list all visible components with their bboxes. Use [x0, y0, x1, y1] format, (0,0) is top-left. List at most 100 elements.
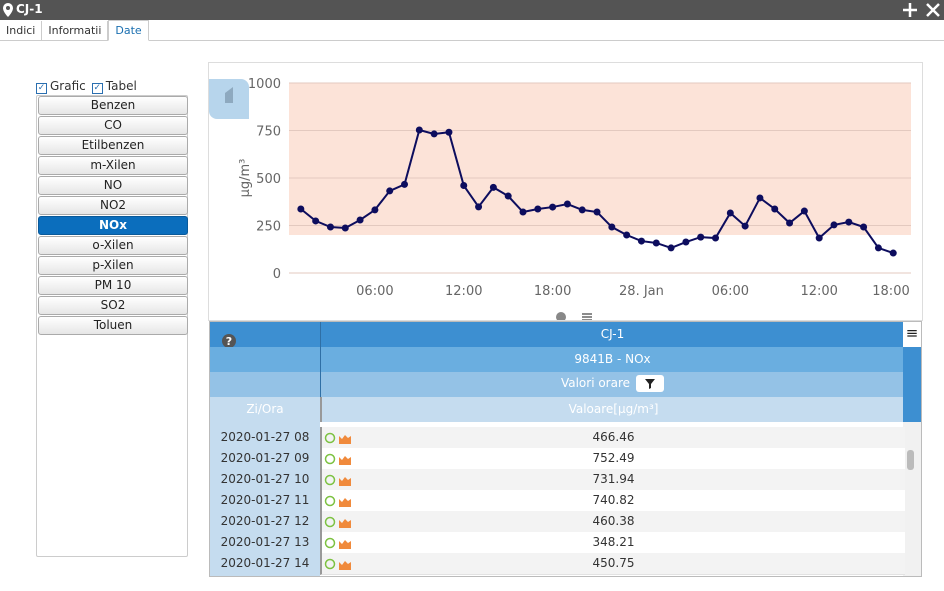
data-point [889, 249, 897, 257]
y-axis-label: µg/m³ [238, 159, 253, 198]
table-row: 752.49 [320, 448, 905, 470]
data-point [578, 206, 586, 214]
table-title: CJ-1 [320, 322, 904, 347]
filter-button[interactable] [636, 375, 665, 392]
scrollbar[interactable] [903, 422, 921, 576]
export-icon [225, 87, 233, 103]
tab[interactable]: Date [108, 20, 149, 41]
row-value: 466.46 [592, 430, 635, 444]
row-date: 2020-01-27 09 [220, 451, 310, 465]
tab[interactable]: Informatii [42, 21, 109, 40]
title-bar: CJ-1 [0, 0, 944, 20]
column-header: Valoare[µg/m³] [320, 397, 905, 422]
data-point [386, 187, 394, 195]
y-tick-label: 1000 [248, 77, 281, 92]
pollutant-button[interactable]: PM 10 [38, 276, 188, 295]
row-date: 2020-01-27 13 [220, 535, 310, 549]
data-point [489, 183, 497, 191]
row-icons[interactable] [324, 490, 356, 511]
tab[interactable]: Indici [0, 21, 43, 40]
data-point [830, 221, 838, 229]
date-column-bg [210, 422, 320, 576]
row-value: 460.38 [592, 514, 635, 528]
data-point [697, 233, 705, 241]
y-tick-label: 750 [256, 125, 281, 140]
chart: µg/m³ 0 250 500 750 1000 06:00 12:00 18:00 28. J… [209, 77, 911, 322]
data-point [341, 224, 349, 232]
data-point [712, 234, 720, 242]
data-point [593, 208, 601, 216]
pollutant-button[interactable]: CO [38, 116, 188, 135]
table-subtitle: 9841B - NOx [320, 347, 904, 372]
data-point [519, 208, 527, 216]
y-tick-label: 0 [273, 267, 281, 282]
data-point [475, 203, 483, 211]
data-point [297, 205, 305, 213]
data-point [667, 244, 675, 252]
data-point [815, 234, 823, 242]
table-menu[interactable]: ≡ [903, 322, 921, 347]
data-point [549, 203, 557, 211]
pollutant-button[interactable]: NO2 [38, 196, 188, 215]
data-point [371, 206, 379, 214]
data-point [415, 126, 423, 134]
pollutant-button[interactable]: NOx [38, 216, 188, 235]
data-table: ? CJ-1 9841B - NOx Valori orare Zi/Ora V… [209, 321, 922, 577]
data-point [623, 231, 631, 239]
row-value: 740.82 [592, 493, 635, 507]
pollutant-button[interactable]: NO [38, 176, 188, 195]
pollutant-button[interactable]: Benzen [38, 96, 188, 115]
data-point [741, 222, 749, 230]
table-row: 731.94 [320, 469, 905, 491]
x-tick-label: 28. Jan [619, 284, 664, 299]
checkbox-checked[interactable]: ✓ [91, 83, 103, 94]
row-date: 2020-01-27 12 [220, 514, 310, 528]
data-point [504, 192, 512, 200]
row-value: 450.75 [592, 556, 635, 570]
row-icons[interactable] [324, 427, 356, 448]
data-point [682, 238, 690, 246]
checkbox-checked[interactable]: ✓ [36, 83, 47, 94]
row-icons[interactable] [324, 469, 356, 490]
collapse-icon[interactable] [556, 312, 566, 322]
column-header: Zi/Ora [210, 397, 320, 422]
pollutant-button[interactable]: p-Xilen [38, 256, 188, 275]
menu-icon[interactable] [582, 313, 592, 321]
row-date: 2020-01-27 10 [220, 472, 310, 486]
x-tick-label: 12:00 [445, 284, 482, 299]
data-point [860, 223, 868, 231]
data-point [652, 239, 660, 247]
row-icons[interactable] [324, 511, 356, 532]
table-row: 450.75 [320, 553, 905, 575]
data-point [786, 219, 794, 227]
pollutant-button[interactable]: m-Xilen [38, 156, 188, 175]
help-cell: ? [210, 322, 320, 350]
pollutant-button[interactable]: SO2 [38, 296, 188, 315]
caption-cell: Valori orare [320, 372, 904, 397]
view-options: ✓ Grafic ✓ Tabel [36, 79, 143, 95]
table-row: 466.46 [320, 427, 905, 449]
row-icons[interactable] [324, 532, 356, 553]
row-value: 348.21 [592, 535, 635, 549]
x-tick-label: 12:00 [800, 284, 837, 299]
row-icons[interactable] [324, 448, 356, 469]
chart-panel: µg/m³ 0 250 500 750 1000 06:00 12:00 18:00 28. J… [208, 62, 923, 322]
data-point [874, 244, 882, 252]
y-tick-label: 250 [256, 220, 281, 235]
checkbox-option[interactable]: ✓ Tabel [91, 79, 137, 94]
window-title: CJ-1 [16, 2, 43, 16]
pollutant-button[interactable]: Toluen [38, 316, 188, 335]
pollutant-button[interactable]: Etilbenzen [38, 136, 188, 155]
table-row: 460.38 [320, 511, 905, 533]
pollutant-button[interactable]: o-Xilen [38, 236, 188, 255]
row-icons[interactable] [324, 553, 356, 574]
data-point [401, 180, 409, 188]
header-filler [210, 372, 320, 397]
row-date: 2020-01-27 14 [220, 556, 310, 570]
table-row: 348.21 [320, 532, 905, 554]
help-icon[interactable]: ? [222, 334, 238, 350]
header-filler [210, 347, 320, 372]
checkbox-option[interactable]: ✓ Grafic [36, 79, 86, 94]
window-controls[interactable] [902, 2, 942, 18]
